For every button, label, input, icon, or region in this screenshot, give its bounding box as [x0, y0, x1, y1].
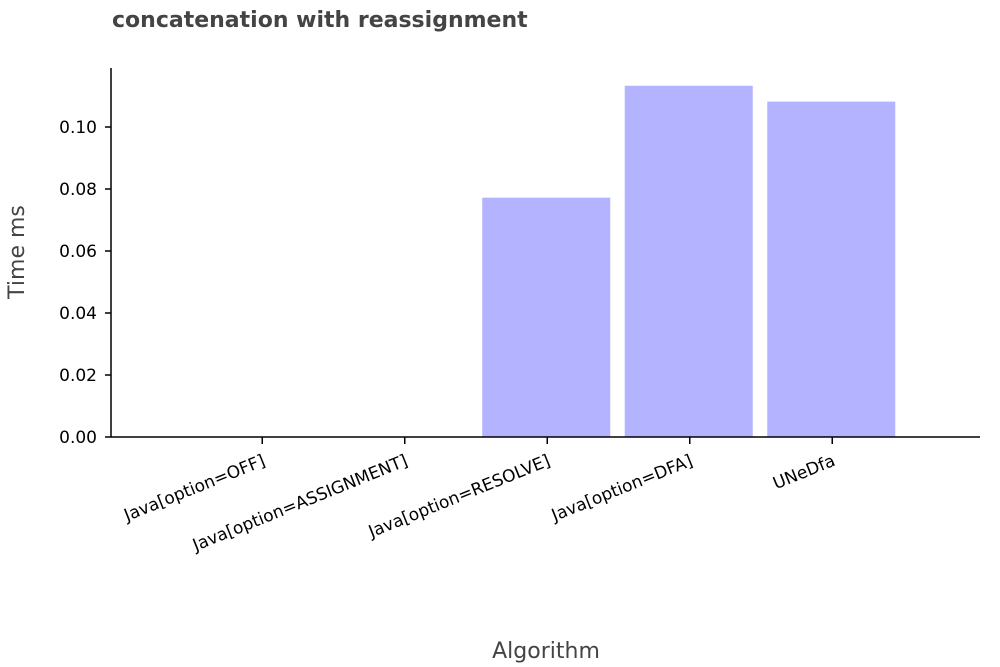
- bar: [482, 197, 611, 437]
- x-axis: Java[option=OFF]Java[option=ASSIGNMENT]J…: [111, 436, 980, 556]
- y-axis: 0.00 0.02 0.04 0.06 0.08 0.10: [59, 68, 112, 448]
- x-tick-label: UNeDfa: [770, 451, 838, 494]
- y-tick-label: 0.02: [59, 366, 97, 386]
- y-tick-label: 0.08: [59, 180, 97, 200]
- chart-title: concatenation with reassignment: [112, 8, 528, 33]
- y-tick-label: 0.04: [59, 304, 97, 324]
- y-tick-label: 0.10: [59, 118, 97, 138]
- x-axis-label: Algorithm: [492, 639, 600, 664]
- bar: [767, 101, 896, 437]
- y-tick-label: 0.06: [59, 242, 97, 262]
- bars-group: [482, 85, 896, 438]
- y-tick-label: 0.00: [59, 428, 97, 448]
- y-axis-label: Time ms: [5, 205, 30, 300]
- bar: [624, 85, 753, 438]
- x-tick-label: Java[option=DFA]: [548, 451, 696, 526]
